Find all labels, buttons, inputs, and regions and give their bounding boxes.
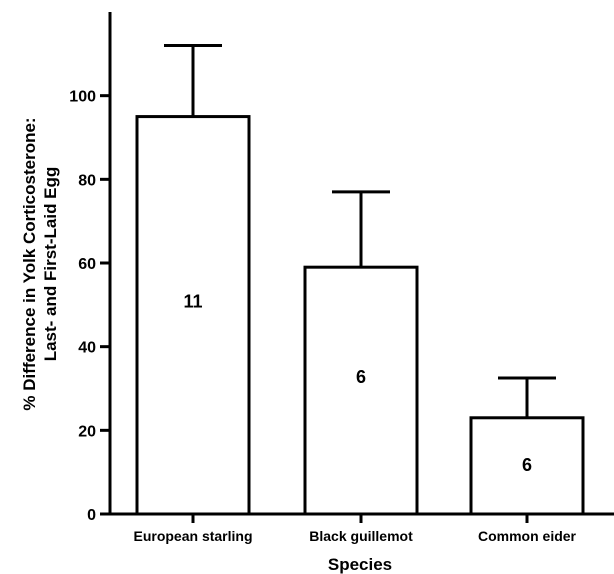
- sample-size-label: 6: [356, 367, 366, 387]
- y-tick-label: 0: [87, 507, 96, 524]
- sample-size-label: 6: [522, 455, 532, 475]
- y-tick-label: 60: [78, 256, 96, 273]
- x-tick-label: Common eider: [478, 528, 577, 544]
- y-tick-label: 100: [69, 89, 96, 106]
- y-tick-label: 80: [78, 172, 96, 189]
- x-tick-label: European starling: [133, 528, 252, 544]
- x-axis-label: Species: [328, 555, 392, 574]
- y-tick-label: 40: [78, 340, 96, 357]
- y-axis-label-line2: Last- and First-Laid Egg: [41, 167, 60, 362]
- y-axis-label-line1: % Difference in Yolk Corticosterone:: [20, 117, 39, 410]
- sample-size-label: 11: [183, 292, 202, 312]
- bar: [135, 115, 251, 516]
- bar: [303, 265, 419, 516]
- x-tick-label: Black guillemot: [309, 528, 413, 544]
- y-tick-label: 20: [78, 423, 96, 440]
